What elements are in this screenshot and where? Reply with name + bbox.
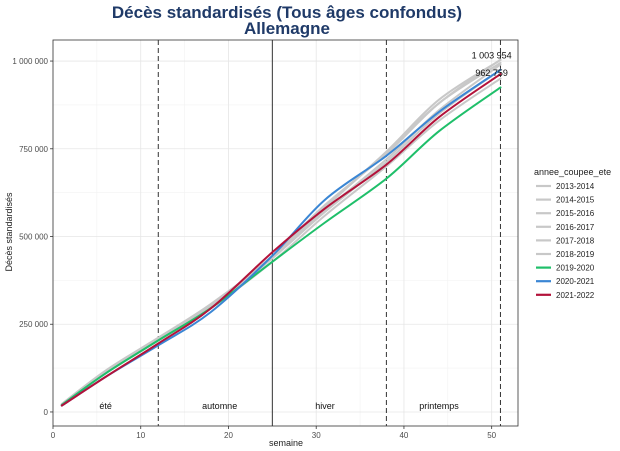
y-tick-label: 1 000 000 [12,57,48,66]
legend-label-2018-2019: 2018-2019 [556,250,595,259]
series-line-2019-2020 [60,86,502,406]
y-tick-label: 500 000 [19,233,48,242]
y-tick-label: 750 000 [19,145,48,154]
plot-border [52,39,519,427]
series-line-2014-2015 [60,58,502,406]
y-tick-label: 250 000 [19,320,48,329]
legend-title: annee_coupee_ete [534,167,611,177]
chart-title: Décès standardisés (Tous âges confondus) [112,3,462,22]
x-tick-label: 20 [224,431,233,440]
axis-ticks: 0 250 000 500 000 750 000 1 000 000 0 10 20 30 40… [12,57,496,440]
series-line-2017-2018 [60,61,502,406]
value-annotation: 1 003 954 [472,51,512,61]
x-tick-label: 30 [312,431,321,440]
series-line-2016-2017 [60,59,502,405]
grid-layer [52,40,518,426]
legend-label-2019-2020: 2019-2020 [556,264,595,273]
y-axis-label: Décès standardisés [4,192,14,272]
season-label-été: été [99,401,112,411]
label-layer: été automne hiver printemps 1 003 954 962 759 [99,51,511,411]
season-label-hiver: hiver [315,401,335,411]
x-tick-label: 50 [487,431,496,440]
season-label-automne: automne [202,401,237,411]
series-layer [60,58,502,407]
legend-label-2016-2017: 2016-2017 [556,223,595,232]
legend-label-2017-2018: 2017-2018 [556,236,595,245]
x-tick-label: 40 [399,431,408,440]
legend-label-2015-2016: 2015-2016 [556,209,595,218]
x-tick-label: 10 [136,431,145,440]
y-tick-label: 0 [44,408,49,417]
x-tick-label: 0 [51,431,56,440]
legend-label-2013-2014: 2013-2014 [556,182,595,191]
legend-label-2014-2015: 2014-2015 [556,196,595,205]
reference-lines [157,40,501,426]
series-line-2021-2022 [60,73,502,407]
season-label-printemps: printemps [419,401,459,411]
legend-label-2020-2021: 2020-2021 [556,277,595,286]
chart-subtitle: Allemagne [244,19,330,38]
legend-label-2021-2022: 2021-2022 [556,291,595,300]
legend: annee_coupee_ete 2013-2014 2014-2015 2015-… [534,167,611,300]
value-annotation: 962 759 [475,68,508,78]
x-axis-label: semaine [269,438,303,448]
